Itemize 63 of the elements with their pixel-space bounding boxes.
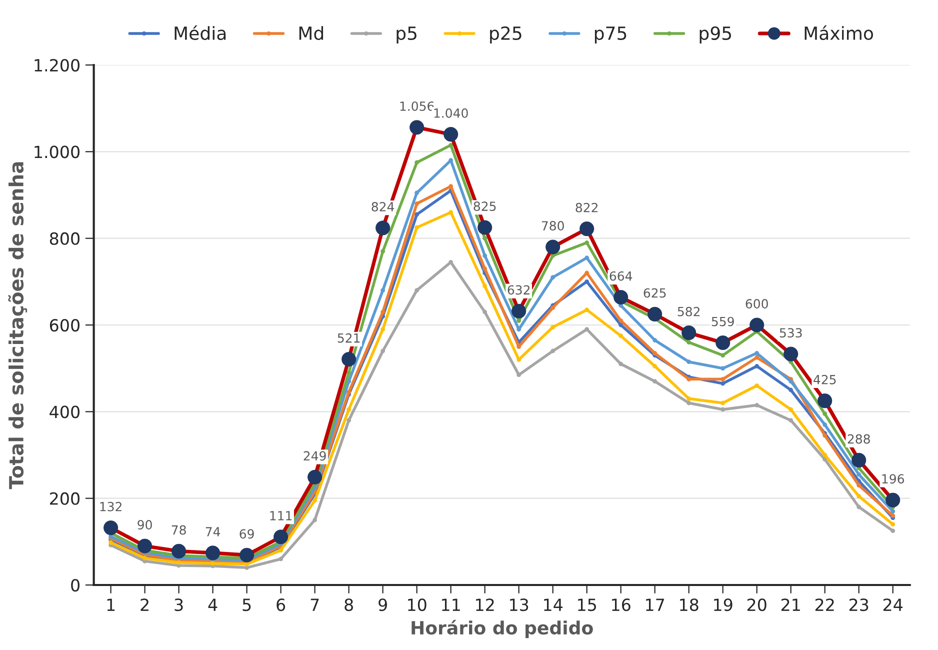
data-label: 824 bbox=[372, 202, 394, 212]
legend-label: Md bbox=[299, 26, 324, 40]
data-label: 196 bbox=[882, 474, 904, 484]
y-tick-label: 400 bbox=[50, 406, 80, 418]
x-tick-label: 5 bbox=[242, 598, 251, 612]
data-label: 825 bbox=[474, 202, 496, 212]
data-label: 625 bbox=[644, 288, 666, 298]
x-tick-label: 8 bbox=[344, 598, 353, 612]
y-tick-label: 1.000 bbox=[34, 146, 80, 158]
data-label: 74 bbox=[206, 527, 220, 536]
legend-label: p25 bbox=[490, 26, 522, 44]
data-label: 111 bbox=[270, 511, 292, 520]
legend-label: Média bbox=[174, 25, 226, 40]
data-label: 664 bbox=[610, 271, 632, 281]
data-label: 69 bbox=[240, 529, 254, 539]
data-label: 822 bbox=[576, 202, 598, 212]
y-tick-label: 1.200 bbox=[34, 58, 80, 72]
data-label: 632 bbox=[508, 285, 530, 295]
y-axis-title: Total de solicitações de senha bbox=[8, 162, 28, 490]
x-tick-label: 6 bbox=[276, 598, 286, 612]
data-label: 521 bbox=[338, 333, 360, 343]
x-tick-label: 3 bbox=[174, 598, 183, 612]
x-tick-label: 7 bbox=[310, 598, 319, 611]
x-axis-title: Horário do pedido bbox=[412, 620, 593, 638]
x-tick-label: 13 bbox=[510, 598, 528, 612]
y-tick-label: 600 bbox=[50, 318, 80, 332]
x-tick-label: 1 bbox=[107, 598, 115, 611]
x-tick-label: 14 bbox=[544, 598, 563, 611]
data-label: 559 bbox=[712, 316, 734, 326]
y-tick-label: 0 bbox=[71, 578, 80, 592]
legend-label: Máximo bbox=[804, 25, 874, 40]
data-label: 780 bbox=[542, 221, 564, 231]
x-tick-label: 15 bbox=[578, 598, 596, 612]
data-label: 132 bbox=[100, 502, 122, 512]
y-tick-label: 800 bbox=[50, 232, 80, 245]
x-tick-label: 16 bbox=[612, 598, 630, 612]
data-label: 533 bbox=[780, 328, 802, 338]
x-tick-label: 4 bbox=[208, 598, 218, 611]
data-label: 600 bbox=[746, 299, 768, 309]
x-tick-label: 20 bbox=[747, 598, 766, 612]
data-label: 249 bbox=[304, 451, 326, 461]
x-tick-label: 9 bbox=[378, 598, 387, 612]
x-tick-label: 18 bbox=[680, 598, 698, 612]
x-tick-label: 21 bbox=[781, 598, 800, 611]
x-tick-label: 24 bbox=[883, 598, 903, 611]
y-tick-label: 200 bbox=[50, 492, 80, 505]
data-label: 582 bbox=[678, 306, 700, 316]
legend-label: p5 bbox=[396, 26, 416, 44]
data-label: 90 bbox=[138, 520, 152, 530]
data-label: 78 bbox=[172, 525, 186, 535]
legend-label: p75 bbox=[594, 26, 626, 44]
x-tick-label: 17 bbox=[646, 598, 664, 611]
x-tick-label: 19 bbox=[714, 598, 732, 612]
x-tick-label: 22 bbox=[815, 598, 834, 611]
x-tick-label: 12 bbox=[476, 598, 494, 611]
legend-label: p95 bbox=[700, 26, 732, 44]
x-tick-label: 23 bbox=[849, 598, 868, 612]
x-tick-label: 2 bbox=[140, 598, 148, 611]
x-tick-label: 11 bbox=[442, 598, 460, 611]
data-label: 425 bbox=[814, 374, 836, 384]
x-tick-label: 10 bbox=[408, 598, 426, 612]
data-label: 288 bbox=[848, 434, 870, 444]
data-label: 1.040 bbox=[434, 108, 468, 118]
